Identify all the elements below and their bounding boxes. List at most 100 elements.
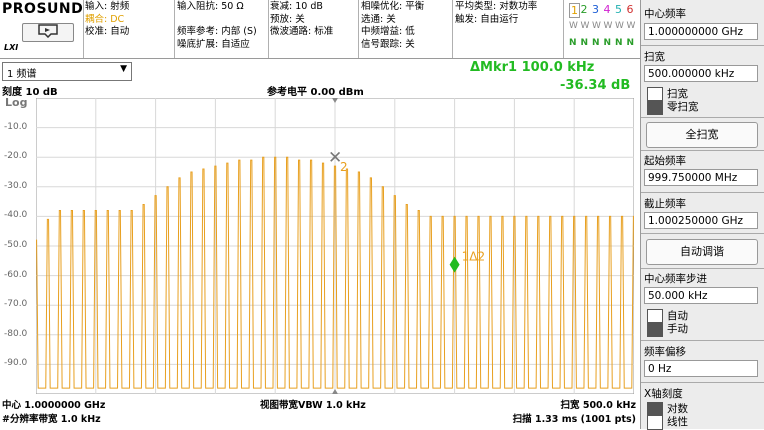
trace-detector: N [615, 38, 623, 48]
center-freq-input[interactable]: 1.000000000 GHz [644, 23, 758, 40]
start-freq-input[interactable]: 999.750000 MHz [644, 169, 758, 186]
phase-noise-line: 选通: 关 [361, 13, 396, 25]
trace-number[interactable]: 3 [592, 3, 599, 16]
view-mode-label: 1 频谱 [7, 69, 37, 80]
average-trigger-status: 平均类型: 对数功率 触发: 自由运行 [455, 1, 537, 26]
trace-number[interactable]: 1 [569, 3, 580, 18]
impedance-status: 输入阻抗: 50 Ω 频率参考: 内部 (S) 噪底扩展: 自适应 [177, 1, 257, 51]
trace-detector: N [592, 38, 600, 48]
phase-noise-line: 中频增益: 低 [361, 26, 415, 37]
trace-type: W [626, 21, 636, 31]
delta-marker-amplitude: -36.34 dB [560, 78, 631, 93]
span-label: 扫宽 [644, 51, 665, 63]
reference-level: 参考电平 0.00 dBm [267, 87, 364, 98]
spectrum-trace-line [36, 156, 634, 389]
marker-1-delta-icon [449, 256, 460, 273]
measurement-footer: 中心 1.0000000 GHz #分辨率带宽 1.0 kHz 视图带宽VBW … [0, 396, 640, 429]
y-tick-label: -40.0 [4, 210, 28, 221]
rbw-readout: #分辨率带宽 1.0 kHz [2, 414, 101, 425]
step-label: 中心频率步进 [644, 273, 707, 285]
start-freq-label: 起始频率 [644, 155, 686, 167]
impedance-line: 输入阻抗: 50 Ω [177, 1, 244, 12]
plot-markers: ✕2 1Δ2 [328, 148, 485, 273]
view-mode-select[interactable]: 1 频谱 ▼ [2, 62, 132, 81]
center-frequency-readout: 中心 1.0000000 GHz [2, 400, 106, 411]
spectrum-plot[interactable]: ✕2 1Δ2 [36, 98, 634, 394]
trace-type: W [569, 21, 578, 31]
trace-type: W [592, 21, 601, 31]
input-status: 输入: 射频 耦合: DC 校准: 自动 [85, 1, 129, 39]
trace-detector: N [603, 38, 612, 48]
phase-noise-line: 相噪优化: 平衡 [361, 1, 425, 12]
y-tick-label: -90.0 [4, 358, 28, 369]
zero-span-option-label: 零扫宽 [667, 101, 699, 113]
center-marker-bottom [332, 389, 338, 394]
brand-logo: PROSUND [2, 1, 84, 17]
dropdown-arrow-icon: ▼ [120, 64, 127, 74]
y-tick-label: -10.0 [4, 121, 28, 132]
status-header: PROSUND LXI 输入: 射频 耦合: DC 校准: 自动 输入阻抗: 50 … [0, 0, 640, 59]
stop-freq-label: 截止频率 [644, 198, 686, 210]
input-line: 输入: 射频 [85, 1, 130, 12]
trace-detector: N [580, 38, 589, 48]
attenuation-line: 微波通路: 标准 [270, 26, 334, 37]
xscale-linear-radio[interactable] [647, 415, 663, 430]
average-line: 平均类型: 对数功率 [455, 1, 538, 12]
softkey-panel: 中心频率 1.000000000 GHz 扫宽 500.000000 kHz 扫… [640, 0, 764, 430]
center-freq-label: 中心频率 [644, 8, 686, 20]
y-tick-label: -60.0 [4, 269, 28, 280]
xscale-label: X轴刻度 [644, 388, 683, 400]
span-readout: 扫宽 500.0 kHz [560, 400, 636, 411]
center-marker-top [332, 98, 338, 103]
offset-input[interactable]: 0 Hz [644, 360, 758, 377]
step-manual-radio[interactable] [647, 322, 663, 337]
impedance-line: 频率参考: 内部 (S) [177, 26, 257, 37]
y-tick-label: -70.0 [4, 299, 28, 310]
trace-detector: N [569, 38, 577, 48]
screen-icon [38, 24, 58, 41]
offset-label: 频率偏移 [644, 346, 686, 358]
attenuation-line: 预放: 关 [270, 13, 305, 25]
menu-toggle-button[interactable] [22, 23, 74, 42]
scale-type: Log [5, 96, 28, 109]
xscale-log-label: 对数 [667, 403, 688, 415]
trace-number[interactable]: 2 [580, 3, 588, 16]
spectrum-trace [36, 156, 634, 389]
step-input[interactable]: 50.000 kHz [644, 287, 758, 304]
average-line: 触发: 自由运行 [455, 13, 519, 25]
plot-grid [36, 98, 634, 394]
span-input[interactable]: 500.000000 kHz [644, 65, 758, 82]
trace-number[interactable]: 4 [603, 3, 611, 16]
scale-per-div: 刻度 10 dB [2, 87, 58, 98]
vbw-readout: 视图带宽VBW 1.0 kHz [260, 400, 366, 411]
sweep-readout: 扫描 1.33 ms (1001 pts) [512, 414, 636, 425]
zero-span-radio[interactable] [647, 100, 663, 115]
trace-type: W [615, 21, 624, 31]
trace-type: W [580, 21, 590, 31]
y-tick-label: -80.0 [4, 328, 28, 339]
step-manual-label: 手动 [667, 323, 688, 335]
auto-tune-button[interactable]: 自动调谐 [646, 239, 758, 265]
stop-freq-input[interactable]: 1.000250000 GHz [644, 212, 758, 229]
marker-1-label: 1Δ2 [462, 250, 485, 264]
marker-2-label: 2 [340, 160, 348, 174]
attenuation-status: 衰减: 10 dB 预放: 关微波通路: 标准 [270, 1, 333, 39]
impedance-line: 噪底扩展: 自适应 [177, 38, 250, 50]
y-tick-label: -50.0 [4, 240, 28, 250]
y-tick-label: -30.0 [4, 180, 28, 191]
trace-type: W [603, 21, 613, 31]
trace-number[interactable]: 6 [626, 3, 634, 16]
marker-2-reference-icon: ✕ [328, 148, 342, 168]
input-line: 校准: 自动 [85, 26, 130, 37]
xscale-linear-label: 线性 [667, 416, 688, 428]
span-option-label: 扫宽 [667, 88, 688, 100]
trace-detector: N [626, 38, 635, 48]
full-span-button[interactable]: 全扫宽 [646, 122, 758, 148]
attenuation-line: 衰减: 10 dB [270, 1, 323, 12]
phase-noise-status: 相噪优化: 平衡 选通: 关中频增益: 低信号跟踪: 关 [361, 1, 424, 51]
lxi-logo: LXI [4, 43, 19, 52]
trace-number[interactable]: 5 [615, 3, 622, 16]
input-line: 耦合: DC [85, 13, 125, 25]
y-tick-label: -20.0 [4, 151, 28, 162]
